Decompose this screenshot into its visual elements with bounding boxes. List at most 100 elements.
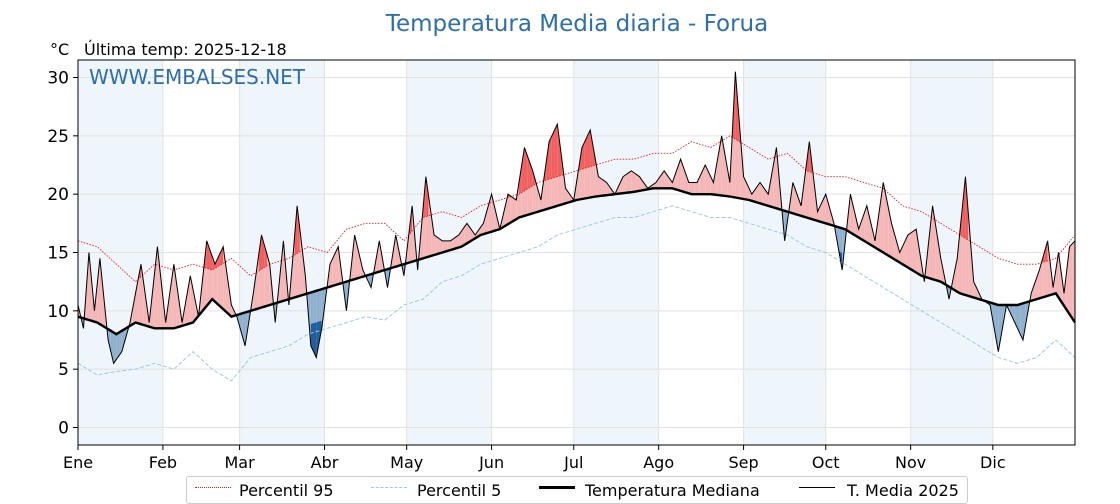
fill-above-median bbox=[513, 198, 517, 221]
fill-above-median bbox=[655, 178, 659, 189]
fill-above-median bbox=[439, 238, 443, 254]
fill-above-median bbox=[938, 240, 941, 282]
fill-above-median bbox=[702, 165, 706, 195]
fill-above-median bbox=[214, 258, 218, 305]
fill-above-median bbox=[1072, 240, 1075, 323]
fill-above-median bbox=[225, 266, 229, 315]
fill-above-median bbox=[329, 258, 333, 287]
fill-above-median bbox=[455, 235, 459, 249]
fill-below-median bbox=[1001, 305, 1004, 337]
fill-above-median bbox=[792, 182, 796, 215]
fill-above-p95 bbox=[425, 176, 429, 217]
fill-below-p5 bbox=[310, 323, 314, 352]
fill-above-median bbox=[812, 165, 815, 220]
fill-above-median bbox=[332, 252, 336, 286]
fill-above-median bbox=[335, 246, 339, 285]
fill-above-median bbox=[357, 246, 361, 279]
fill-above-median bbox=[762, 186, 766, 205]
fill-above-p95 bbox=[217, 252, 221, 267]
watermark: WWW.EMBALSES.NET bbox=[89, 65, 306, 89]
fill-above-median bbox=[828, 203, 832, 225]
fill-above-median bbox=[354, 235, 358, 280]
fill-above-median bbox=[976, 287, 980, 300]
fill-above-median bbox=[864, 205, 867, 243]
fill-above-median bbox=[823, 194, 826, 224]
fill-above-median bbox=[907, 233, 911, 270]
x-tick-label: Mar bbox=[225, 453, 256, 472]
fill-above-median bbox=[568, 192, 572, 203]
fill-above-median bbox=[508, 194, 511, 225]
fill-above-p95 bbox=[524, 147, 528, 191]
fill-above-median bbox=[620, 176, 624, 194]
fill-above-median bbox=[256, 254, 259, 310]
fill-above-median bbox=[916, 229, 919, 275]
y-tick-label: 25 bbox=[47, 127, 69, 147]
legend-sample-p5 bbox=[371, 487, 407, 488]
fill-above-median bbox=[201, 266, 204, 313]
fill-above-median bbox=[677, 159, 681, 191]
fill-above-median bbox=[431, 215, 435, 256]
y-tick-label: 15 bbox=[47, 244, 69, 264]
x-tick-label: Oct bbox=[812, 453, 840, 472]
legend-label-p95: Percentil 95 bbox=[239, 481, 334, 500]
fill-above-median bbox=[392, 235, 396, 268]
fill-above-median bbox=[609, 186, 613, 195]
series-line-percentil-95 bbox=[77, 135, 1076, 283]
x-tick-label: Nov bbox=[895, 453, 926, 472]
fill-above-median bbox=[820, 200, 824, 223]
fill-below-median bbox=[108, 329, 111, 352]
legend-label-median: Temperatura Mediana bbox=[585, 481, 760, 500]
fill-above-p95 bbox=[557, 124, 561, 177]
fill-above-median bbox=[803, 163, 807, 218]
fill-above-median bbox=[688, 182, 692, 195]
fill-above-median bbox=[743, 176, 747, 200]
fill-below-median bbox=[321, 288, 325, 329]
fill-above-median bbox=[672, 174, 676, 190]
fill-below-median bbox=[121, 329, 125, 352]
fill-above-median bbox=[445, 240, 448, 252]
fill-above-median bbox=[86, 252, 89, 320]
fill-above-median bbox=[603, 180, 607, 196]
fill-above-median bbox=[461, 227, 465, 247]
chart-title: Temperatura Media diaria - Forua bbox=[385, 11, 768, 37]
legend-sample-median bbox=[539, 486, 575, 489]
fill-above-median bbox=[973, 281, 977, 299]
fill-above-median bbox=[376, 240, 380, 273]
fill-above-median bbox=[707, 170, 711, 195]
fill-above-median bbox=[617, 182, 621, 194]
x-tick-label: Sep bbox=[729, 453, 759, 472]
x-tick-label: Ene bbox=[63, 453, 93, 472]
fill-above-median bbox=[669, 178, 673, 189]
fill-above-median bbox=[168, 283, 172, 329]
fill-above-median bbox=[653, 182, 656, 189]
plot-area: 0 5 10 15 20 25 30 Ene Feb Mar Abr May Jun Jul Ago Sep O… bbox=[47, 59, 1077, 472]
fill-above-median bbox=[480, 223, 484, 235]
fill-above-median bbox=[727, 166, 730, 197]
fill-below-median bbox=[116, 332, 120, 360]
y-tick-label: 30 bbox=[47, 69, 69, 89]
fill-above-median bbox=[664, 170, 667, 189]
fill-above-median bbox=[773, 147, 777, 209]
fill-above-median bbox=[817, 205, 821, 222]
fill-above-median bbox=[749, 188, 752, 201]
fill-above-median bbox=[757, 182, 761, 204]
fill-above-median bbox=[302, 252, 306, 295]
legend-sample-p95 bbox=[195, 487, 231, 488]
fill-above-median bbox=[395, 235, 399, 267]
fill-above-p95 bbox=[546, 141, 550, 180]
fill-above-median bbox=[768, 178, 771, 207]
fill-above-median bbox=[1031, 285, 1034, 301]
fill-above-median bbox=[661, 170, 665, 189]
fill-below-median bbox=[1020, 303, 1023, 340]
legend-label-current: T. Media 2025 bbox=[847, 481, 959, 500]
fill-above-p95 bbox=[554, 124, 558, 178]
fill-above-p95 bbox=[584, 135, 588, 169]
unit-label: °C bbox=[50, 40, 69, 59]
fill-above-median bbox=[253, 273, 257, 310]
fill-above-median bbox=[754, 186, 758, 203]
fill-above-median bbox=[694, 182, 698, 195]
fill-above-median bbox=[442, 240, 446, 253]
x-tick-label: Dic bbox=[980, 453, 1006, 472]
fill-above-median bbox=[765, 190, 769, 206]
